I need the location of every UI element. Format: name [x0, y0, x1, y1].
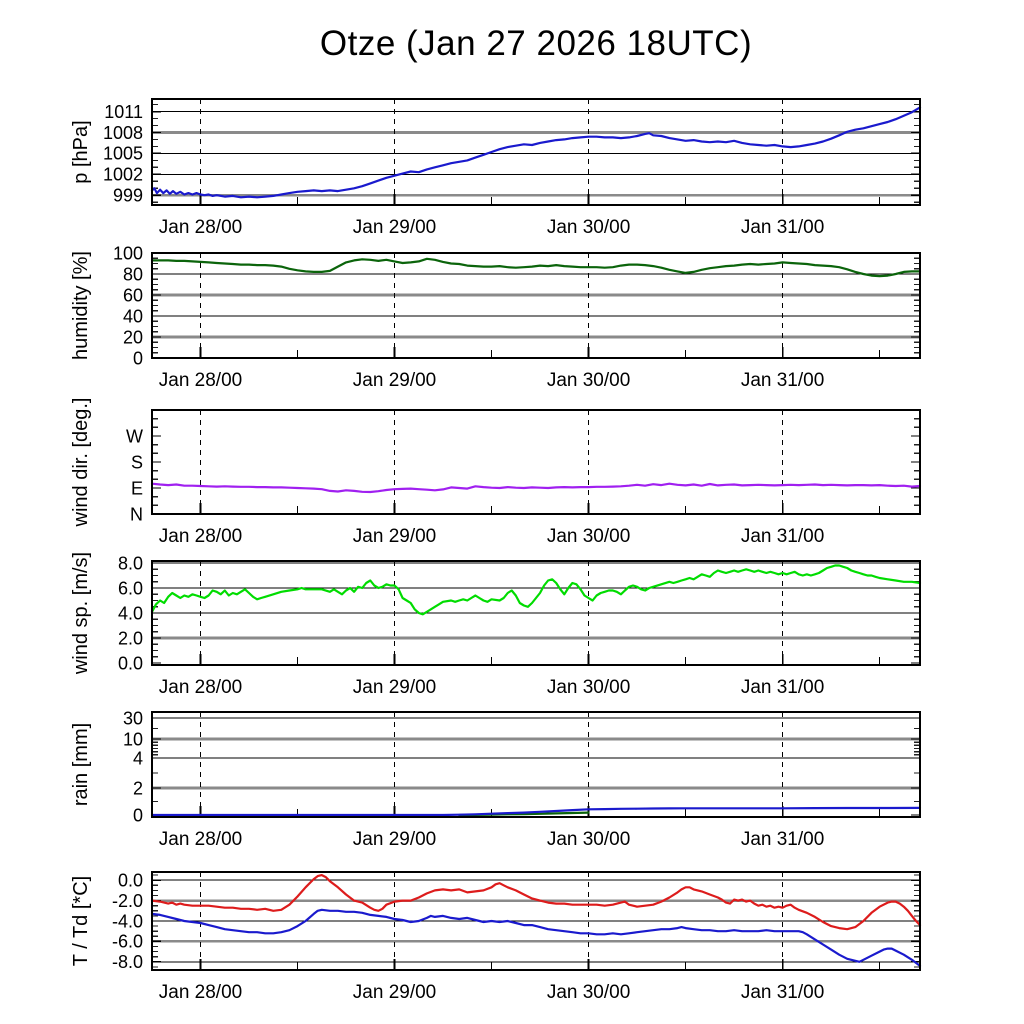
series-humidity	[150, 257, 922, 278]
y-tick-label: 4.0	[118, 603, 143, 623]
y-tick-label: 100	[113, 243, 143, 263]
y-tick-label: -8.0	[112, 952, 143, 972]
series-dewpoint	[150, 908, 922, 968]
series-wind-direction	[150, 482, 922, 494]
y-tick-label: 8.0	[118, 553, 143, 573]
panel-border-wind-speed	[150, 559, 922, 667]
y-axis-label-pressure: p [hPa]	[70, 120, 92, 183]
y-tick-label: 60	[123, 285, 143, 305]
x-tick-label: Jan 29/00	[353, 217, 436, 238]
y-tick-label: 80	[123, 264, 143, 284]
y-tick-label: S	[131, 452, 143, 472]
panel-grid-humidity	[152, 252, 920, 359]
y-tick-label: -2.0	[112, 891, 143, 911]
x-tick-label: Jan 28/00	[159, 370, 242, 391]
y-tick-label: 0	[133, 348, 143, 368]
series-wind-speed	[150, 564, 922, 616]
x-tick-label: Jan 31/00	[741, 829, 824, 850]
y-tick-label: 0.0	[118, 870, 143, 890]
x-tick-label: Jan 28/00	[159, 677, 242, 698]
y-tick-label: 2.0	[118, 628, 143, 648]
y-tick-label: 10	[123, 729, 143, 749]
x-tick-label: Jan 30/00	[547, 526, 630, 547]
panel-border-wind-direction	[150, 408, 922, 516]
x-tick-label: Jan 29/00	[353, 677, 436, 698]
x-tick-label: Jan 29/00	[353, 982, 436, 1003]
y-tick-label: -4.0	[112, 911, 143, 931]
x-tick-label: Jan 31/00	[741, 677, 824, 698]
y-tick-label: 1008	[103, 123, 143, 143]
y-tick-label: 999	[113, 186, 143, 206]
chart-title: Otze (Jan 27 2026 18UTC)	[319, 24, 753, 63]
panel-grid-wind-speed	[152, 561, 920, 665]
x-tick-label: Jan 30/00	[547, 217, 630, 238]
panel-border-temperature	[150, 870, 922, 972]
panel-grid-temperature	[152, 872, 920, 970]
panel-grid-rain	[152, 712, 920, 817]
y-tick-label: 1005	[103, 144, 143, 164]
series-pressure	[150, 106, 922, 199]
y-axis-label-wind-direction: wind dir. [deg.]	[70, 398, 92, 528]
y-tick-label: W	[126, 426, 143, 446]
series-rain-accum	[150, 806, 922, 817]
y-tick-label: -6.0	[112, 932, 143, 952]
x-tick-label: Jan 30/00	[547, 982, 630, 1003]
x-tick-label: Jan 28/00	[159, 526, 242, 547]
x-tick-label: Jan 28/00	[159, 829, 242, 850]
x-tick-label: Jan 28/00	[159, 982, 242, 1003]
y-axis-label-humidity: humidity [%]	[70, 251, 92, 360]
y-tick-label: 0.0	[118, 653, 143, 673]
y-tick-label: 6.0	[118, 578, 143, 598]
panel-grid-pressure	[152, 99, 920, 205]
x-tick-label: Jan 31/00	[741, 370, 824, 391]
x-tick-label: Jan 29/00	[353, 829, 436, 850]
y-tick-label: 2	[133, 778, 143, 798]
y-tick-label: 30	[123, 708, 143, 728]
y-tick-label: 4	[133, 748, 143, 768]
y-tick-label: 1002	[103, 165, 143, 185]
x-tick-label: Jan 30/00	[547, 829, 630, 850]
panel-grid-wind-direction	[152, 410, 920, 515]
y-tick-label: 0	[133, 805, 143, 825]
y-tick-label: E	[131, 478, 143, 498]
x-tick-label: Jan 29/00	[353, 370, 436, 391]
panel-border-humidity	[150, 251, 922, 360]
x-tick-label: Jan 30/00	[547, 677, 630, 698]
y-tick-label: N	[130, 504, 143, 524]
x-tick-label: Jan 29/00	[353, 526, 436, 547]
series-temperature	[150, 873, 922, 931]
x-tick-label: Jan 30/00	[547, 370, 630, 391]
panel-border-rain	[150, 710, 922, 819]
y-axis-label-temperature: T / Td [*C]	[70, 876, 92, 966]
y-axis-label-rain: rain [mm]	[70, 723, 92, 806]
y-tick-label: 20	[123, 327, 143, 347]
x-tick-label: Jan 31/00	[741, 526, 824, 547]
x-tick-label: Jan 31/00	[741, 982, 824, 1003]
x-tick-label: Jan 28/00	[159, 217, 242, 238]
x-tick-label: Jan 31/00	[741, 217, 824, 238]
panel-border-pressure	[150, 97, 922, 207]
y-axis-label-wind-speed: wind sp. [m/s]	[70, 552, 92, 675]
y-tick-label: 1011	[104, 102, 143, 122]
y-tick-label: 40	[123, 306, 143, 326]
